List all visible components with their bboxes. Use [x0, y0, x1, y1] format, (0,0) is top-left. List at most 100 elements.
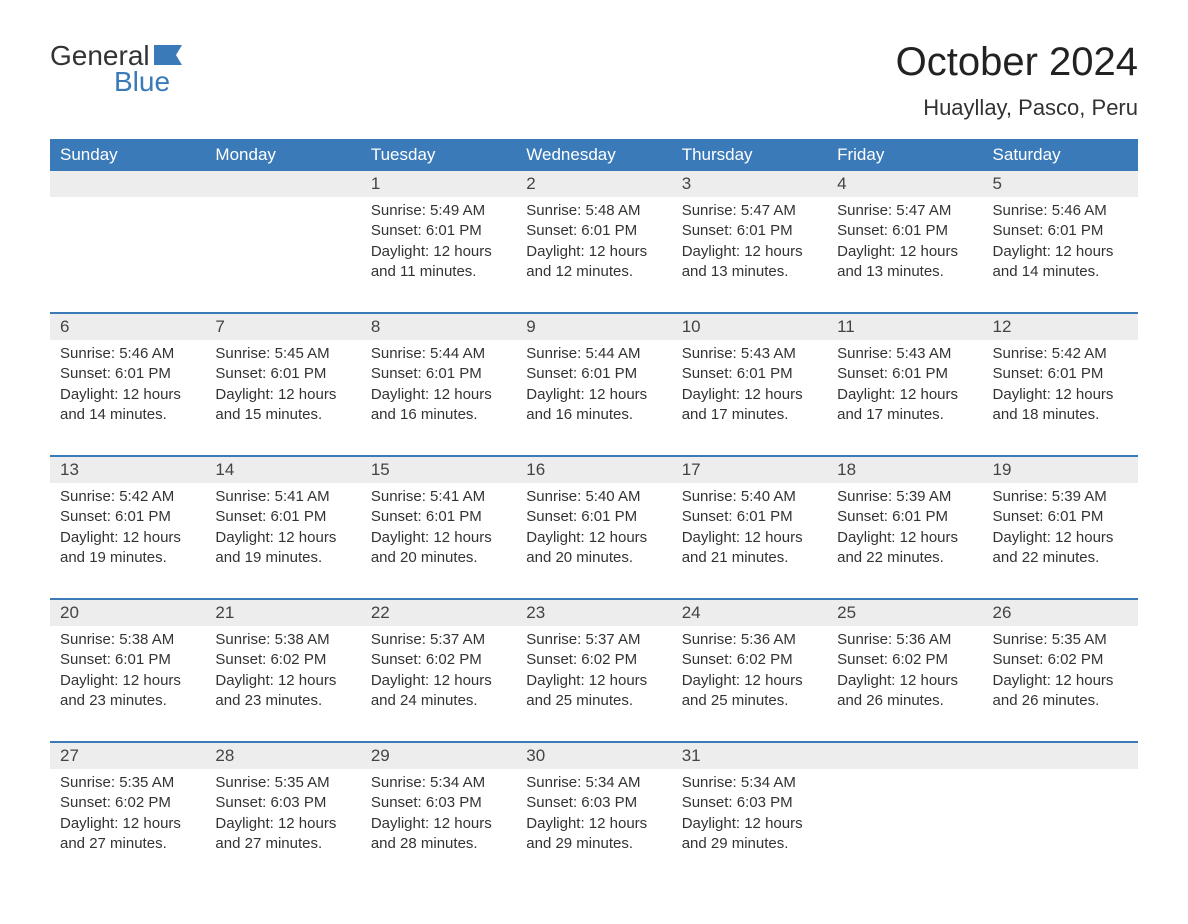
day-number [50, 171, 205, 197]
sunrise-line: Sunrise: 5:37 AM [526, 630, 661, 650]
day-content: Sunrise: 5:44 AMSunset: 6:01 PMDaylight:… [361, 340, 516, 425]
day-content: Sunrise: 5:34 AMSunset: 6:03 PMDaylight:… [361, 769, 516, 854]
weekday-header: Sunday [50, 139, 205, 171]
day-content: Sunrise: 5:35 AMSunset: 6:03 PMDaylight:… [205, 769, 360, 854]
month-title: October 2024 [896, 40, 1138, 85]
calendar-cell: 5Sunrise: 5:46 AMSunset: 6:01 PMDaylight… [983, 171, 1138, 313]
sunset-line: Sunset: 6:03 PM [371, 793, 506, 813]
day-number: 18 [827, 457, 982, 483]
weekday-header: Saturday [983, 139, 1138, 171]
calendar-cell: 19Sunrise: 5:39 AMSunset: 6:01 PMDayligh… [983, 456, 1138, 599]
daylight-line: Daylight: 12 hours and 16 minutes. [526, 385, 661, 426]
sunset-line: Sunset: 6:03 PM [526, 793, 661, 813]
day-number: 14 [205, 457, 360, 483]
calendar-cell: 31Sunrise: 5:34 AMSunset: 6:03 PMDayligh… [672, 742, 827, 884]
daylight-line: Daylight: 12 hours and 11 minutes. [371, 242, 506, 283]
day-number [983, 743, 1138, 769]
calendar-cell: 20Sunrise: 5:38 AMSunset: 6:01 PMDayligh… [50, 599, 205, 742]
day-number: 28 [205, 743, 360, 769]
sunrise-line: Sunrise: 5:49 AM [371, 201, 506, 221]
sunrise-line: Sunrise: 5:41 AM [371, 487, 506, 507]
day-content: Sunrise: 5:43 AMSunset: 6:01 PMDaylight:… [827, 340, 982, 425]
daylight-line: Daylight: 12 hours and 14 minutes. [60, 385, 195, 426]
sunrise-line: Sunrise: 5:48 AM [526, 201, 661, 221]
day-content: Sunrise: 5:39 AMSunset: 6:01 PMDaylight:… [983, 483, 1138, 568]
calendar-cell [50, 171, 205, 313]
sunrise-line: Sunrise: 5:47 AM [837, 201, 972, 221]
logo-text-blue: Blue [114, 66, 182, 98]
calendar-row: 27Sunrise: 5:35 AMSunset: 6:02 PMDayligh… [50, 742, 1138, 884]
calendar-cell: 21Sunrise: 5:38 AMSunset: 6:02 PMDayligh… [205, 599, 360, 742]
day-number: 3 [672, 171, 827, 197]
sunrise-line: Sunrise: 5:34 AM [526, 773, 661, 793]
calendar-cell: 26Sunrise: 5:35 AMSunset: 6:02 PMDayligh… [983, 599, 1138, 742]
calendar-cell: 15Sunrise: 5:41 AMSunset: 6:01 PMDayligh… [361, 456, 516, 599]
day-number: 15 [361, 457, 516, 483]
sunset-line: Sunset: 6:01 PM [371, 507, 506, 527]
weekday-header: Thursday [672, 139, 827, 171]
sunset-line: Sunset: 6:01 PM [993, 221, 1128, 241]
day-content: Sunrise: 5:34 AMSunset: 6:03 PMDaylight:… [672, 769, 827, 854]
sunrise-line: Sunrise: 5:35 AM [215, 773, 350, 793]
weekday-header: Tuesday [361, 139, 516, 171]
daylight-line: Daylight: 12 hours and 13 minutes. [837, 242, 972, 283]
sunset-line: Sunset: 6:03 PM [682, 793, 817, 813]
day-content: Sunrise: 5:46 AMSunset: 6:01 PMDaylight:… [983, 197, 1138, 282]
sunset-line: Sunset: 6:01 PM [837, 221, 972, 241]
daylight-line: Daylight: 12 hours and 25 minutes. [526, 671, 661, 712]
daylight-line: Daylight: 12 hours and 18 minutes. [993, 385, 1128, 426]
daylight-line: Daylight: 12 hours and 22 minutes. [837, 528, 972, 569]
day-content: Sunrise: 5:42 AMSunset: 6:01 PMDaylight:… [983, 340, 1138, 425]
weekday-header: Friday [827, 139, 982, 171]
daylight-line: Daylight: 12 hours and 23 minutes. [215, 671, 350, 712]
day-content: Sunrise: 5:37 AMSunset: 6:02 PMDaylight:… [361, 626, 516, 711]
day-number: 7 [205, 314, 360, 340]
day-number: 26 [983, 600, 1138, 626]
sunrise-line: Sunrise: 5:46 AM [60, 344, 195, 364]
day-number: 24 [672, 600, 827, 626]
sunset-line: Sunset: 6:01 PM [60, 650, 195, 670]
sunrise-line: Sunrise: 5:43 AM [682, 344, 817, 364]
day-content: Sunrise: 5:36 AMSunset: 6:02 PMDaylight:… [672, 626, 827, 711]
sunrise-line: Sunrise: 5:45 AM [215, 344, 350, 364]
sunrise-line: Sunrise: 5:37 AM [371, 630, 506, 650]
sunset-line: Sunset: 6:01 PM [837, 507, 972, 527]
calendar-cell: 9Sunrise: 5:44 AMSunset: 6:01 PMDaylight… [516, 313, 671, 456]
location: Huayllay, Pasco, Peru [896, 95, 1138, 121]
sunrise-line: Sunrise: 5:36 AM [682, 630, 817, 650]
daylight-line: Daylight: 12 hours and 12 minutes. [526, 242, 661, 283]
calendar-cell: 22Sunrise: 5:37 AMSunset: 6:02 PMDayligh… [361, 599, 516, 742]
day-number: 31 [672, 743, 827, 769]
calendar-body: 1Sunrise: 5:49 AMSunset: 6:01 PMDaylight… [50, 171, 1138, 884]
sunrise-line: Sunrise: 5:40 AM [526, 487, 661, 507]
daylight-line: Daylight: 12 hours and 27 minutes. [60, 814, 195, 855]
sunrise-line: Sunrise: 5:36 AM [837, 630, 972, 650]
logo: General Blue [50, 40, 182, 98]
sunset-line: Sunset: 6:01 PM [60, 364, 195, 384]
sunrise-line: Sunrise: 5:38 AM [215, 630, 350, 650]
calendar-table: SundayMondayTuesdayWednesdayThursdayFrid… [50, 139, 1138, 884]
day-content: Sunrise: 5:39 AMSunset: 6:01 PMDaylight:… [827, 483, 982, 568]
sunset-line: Sunset: 6:01 PM [682, 364, 817, 384]
day-number: 19 [983, 457, 1138, 483]
daylight-line: Daylight: 12 hours and 21 minutes. [682, 528, 817, 569]
daylight-line: Daylight: 12 hours and 22 minutes. [993, 528, 1128, 569]
day-number: 6 [50, 314, 205, 340]
weekday-header: Monday [205, 139, 360, 171]
day-content [205, 197, 360, 201]
sunset-line: Sunset: 6:02 PM [215, 650, 350, 670]
calendar-cell: 29Sunrise: 5:34 AMSunset: 6:03 PMDayligh… [361, 742, 516, 884]
calendar-cell: 7Sunrise: 5:45 AMSunset: 6:01 PMDaylight… [205, 313, 360, 456]
day-content [827, 769, 982, 773]
day-number: 4 [827, 171, 982, 197]
day-content: Sunrise: 5:36 AMSunset: 6:02 PMDaylight:… [827, 626, 982, 711]
calendar-row: 20Sunrise: 5:38 AMSunset: 6:01 PMDayligh… [50, 599, 1138, 742]
calendar-cell: 10Sunrise: 5:43 AMSunset: 6:01 PMDayligh… [672, 313, 827, 456]
calendar-cell: 24Sunrise: 5:36 AMSunset: 6:02 PMDayligh… [672, 599, 827, 742]
daylight-line: Daylight: 12 hours and 15 minutes. [215, 385, 350, 426]
day-number: 8 [361, 314, 516, 340]
calendar-cell [983, 742, 1138, 884]
day-content [983, 769, 1138, 773]
daylight-line: Daylight: 12 hours and 29 minutes. [526, 814, 661, 855]
day-content: Sunrise: 5:38 AMSunset: 6:02 PMDaylight:… [205, 626, 360, 711]
